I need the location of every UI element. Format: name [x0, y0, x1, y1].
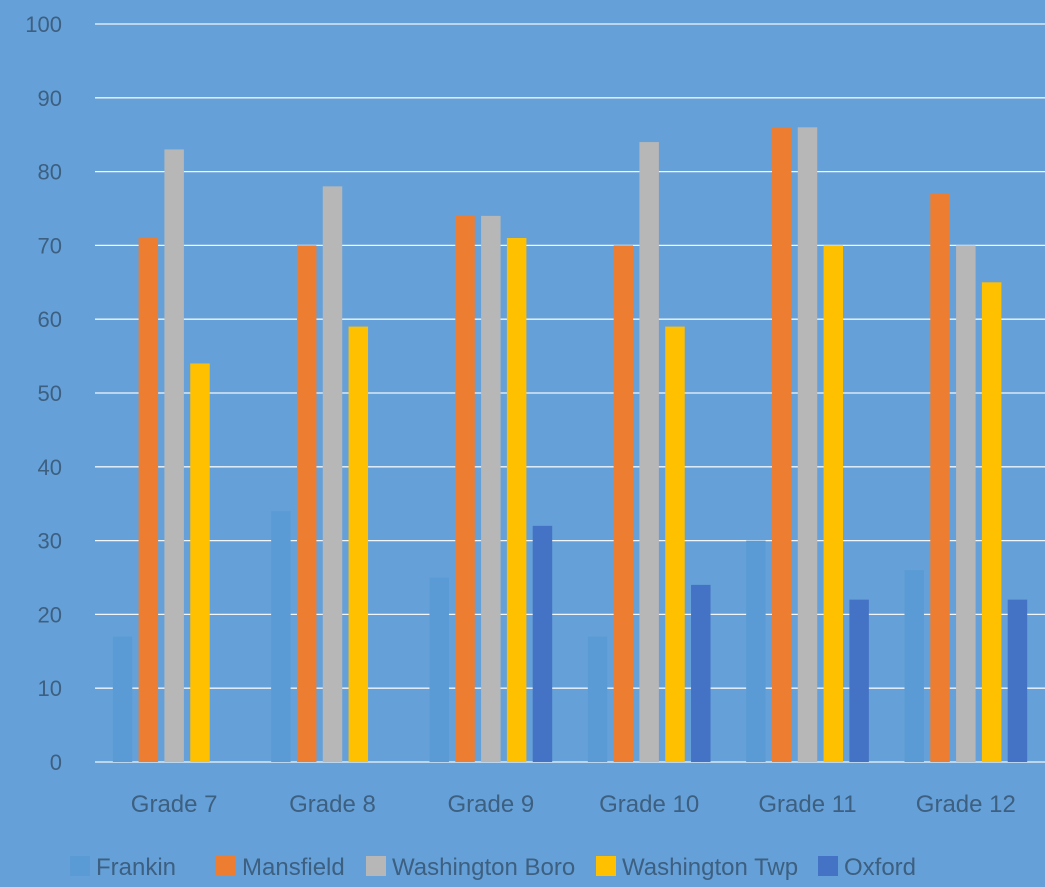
legend-label: Washington Boro [392, 854, 575, 881]
bar-oxford-grade-9 [532, 525, 553, 762]
y-tick-label: 100 [25, 12, 62, 37]
bar-mansfield-grade-10 [613, 245, 634, 762]
legend-label: Washington Twp [622, 854, 798, 881]
bar-mansfield-grade-12 [930, 193, 950, 763]
legend-label: Frankin [96, 854, 176, 881]
legend: Frankin Mansfield Washington Boro Washingto… [70, 854, 916, 881]
bar-washington-boro-grade-8 [322, 186, 343, 763]
legend-swatch [818, 856, 838, 876]
x-tick-label: Grade 12 [916, 791, 1016, 818]
bar-washington-boro-grade-12 [956, 245, 976, 762]
x-tick-label: Grade 8 [289, 791, 376, 818]
y-tick-label: 40 [38, 455, 62, 480]
bar-oxford-grade-11 [849, 599, 869, 762]
y-tick-label: 50 [38, 381, 62, 406]
x-tick-label: Grade 7 [131, 791, 218, 818]
x-tick-label: Grade 10 [599, 791, 699, 818]
bars [112, 127, 1028, 763]
bar-washington-twp-grade-7 [190, 363, 210, 762]
bar-washington-boro-grade-9 [481, 215, 501, 762]
x-axis-ticks: Grade 7 Grade 8 Grade 9 Grade 10 Grade 11 Gra… [131, 791, 1016, 818]
y-tick-label: 30 [38, 529, 62, 554]
bar-frankin-grade-12 [904, 570, 924, 762]
gridlines [95, 23, 1045, 763]
bar-washington-twp-grade-12 [981, 282, 1002, 762]
bar-oxford-grade-12 [1007, 599, 1028, 762]
bar-washington-boro-grade-7 [164, 149, 184, 762]
bar-mansfield-grade-9 [455, 215, 475, 762]
bar-frankin-grade-8 [271, 511, 291, 762]
y-tick-label: 60 [38, 307, 62, 332]
bar-washington-boro-grade-11 [797, 127, 818, 762]
bar-washington-twp-grade-8 [348, 326, 369, 762]
bar-frankin-grade-10 [587, 636, 608, 762]
y-tick-label: 70 [38, 233, 62, 258]
y-tick-label: 10 [38, 676, 62, 701]
bar-oxford-grade-10 [691, 584, 711, 762]
bar-washington-twp-grade-10 [665, 326, 685, 762]
y-tick-label: 0 [50, 750, 62, 775]
bar-mansfield-grade-7 [138, 238, 159, 762]
y-tick-label: 80 [38, 160, 62, 185]
bar-washington-twp-grade-9 [506, 238, 527, 762]
bar-frankin-grade-7 [112, 636, 133, 762]
bar-frankin-grade-11 [746, 540, 766, 762]
legend-swatch [366, 856, 386, 876]
bar-mansfield-grade-11 [771, 127, 792, 762]
y-tick-label: 90 [38, 86, 62, 111]
legend-swatch [70, 856, 90, 876]
x-tick-label: Grade 9 [447, 791, 534, 818]
y-tick-label: 20 [38, 602, 62, 627]
legend-label: Mansfield [242, 854, 345, 881]
legend-label: Oxford [844, 854, 916, 881]
bar-mansfield-grade-8 [296, 245, 317, 762]
legend-swatch [596, 856, 616, 876]
bar-frankin-grade-9 [429, 577, 449, 762]
y-axis-ticks: 0 10 20 30 40 50 60 70 80 90 100 [25, 12, 62, 775]
x-tick-label: Grade 11 [758, 791, 856, 818]
legend-swatch [216, 856, 236, 876]
bar-washington-boro-grade-10 [639, 142, 659, 762]
bar-washington-twp-grade-11 [823, 245, 844, 762]
